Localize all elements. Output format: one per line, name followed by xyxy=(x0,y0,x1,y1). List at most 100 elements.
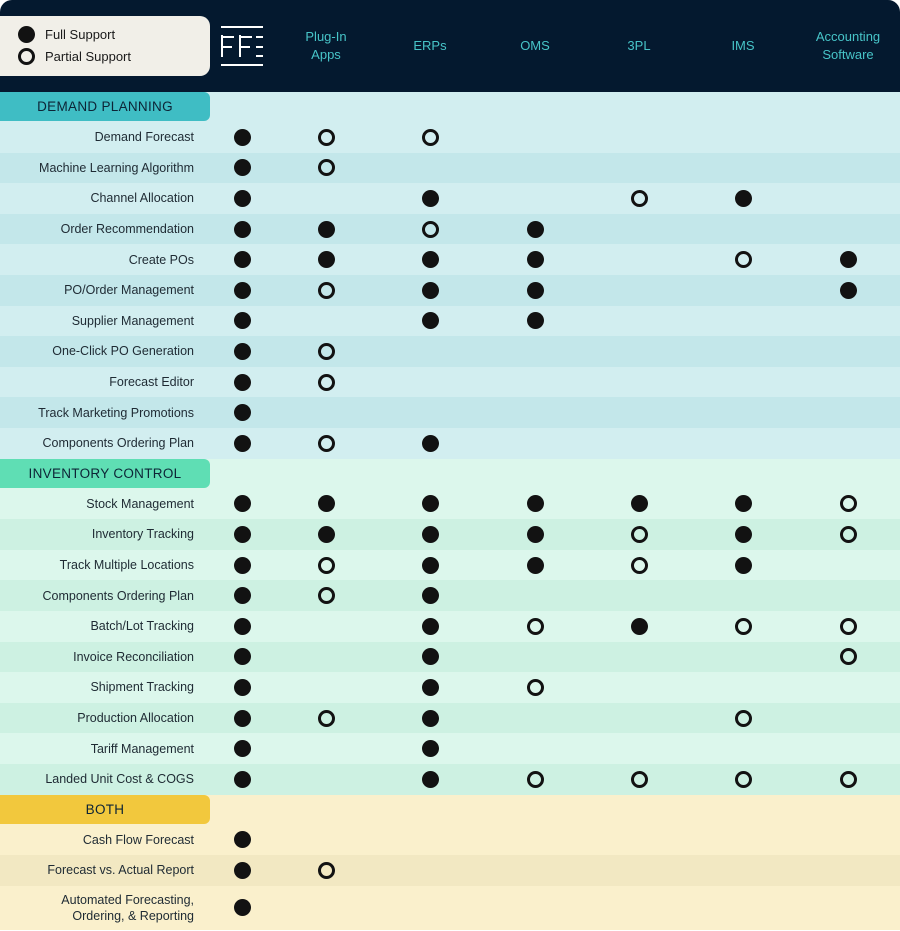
partial-support-ring-icon xyxy=(317,587,335,605)
partial-support-ring-icon xyxy=(839,648,857,666)
partial-support-ring-icon xyxy=(317,861,335,879)
full-support-dot-icon xyxy=(421,434,439,452)
full-support-dot-icon xyxy=(233,251,251,269)
feature-label: Forecast vs. Actual Report xyxy=(47,863,194,878)
full-support-dot-icon xyxy=(421,740,439,758)
table-row: Track Marketing Promotions xyxy=(0,397,900,428)
feature-label: Batch/Lot Tracking xyxy=(90,619,194,634)
full-support-dot-icon xyxy=(630,495,648,513)
feature-label: Demand Forecast xyxy=(94,130,194,145)
table-row: Create POs xyxy=(0,244,900,275)
feature-label: Shipment Tracking xyxy=(90,680,194,695)
full-support-dot-icon xyxy=(734,556,752,574)
full-support-dot-icon xyxy=(421,556,439,574)
full-support-dot-icon xyxy=(317,251,335,269)
feature-label: Track Marketing Promotions xyxy=(38,405,194,420)
full-support-dot-icon xyxy=(421,525,439,543)
partial-support-ring-icon xyxy=(421,128,439,146)
partial-support-ring-icon xyxy=(839,617,857,635)
full-support-dot-icon xyxy=(421,770,439,788)
partial-support-ring-icon xyxy=(839,525,857,543)
full-support-dot-icon xyxy=(839,251,857,269)
full-support-dot-icon xyxy=(526,312,544,330)
section-both: BOTH Cash Flow Forecast Forecast vs. Actua… xyxy=(0,794,900,930)
table-row: Landed Unit Cost & COGS xyxy=(0,763,900,795)
full-support-dot-icon xyxy=(421,709,439,727)
full-support-dot-icon xyxy=(317,495,335,513)
feature-label: Supplier Management xyxy=(71,313,194,328)
partial-support-ring-icon xyxy=(421,220,439,238)
table-row: Forecast vs. Actual Report xyxy=(0,855,900,886)
full-support-dot-icon xyxy=(233,128,251,146)
partial-support-ring-icon xyxy=(18,47,35,65)
full-support-dot-icon xyxy=(421,495,439,513)
feature-label: Automated Forecasting, Ordering, & Repor… xyxy=(61,892,194,923)
partial-support-ring-icon xyxy=(630,189,648,207)
partial-support-ring-icon xyxy=(317,556,335,574)
full-support-dot-icon xyxy=(526,495,544,513)
full-support-dot-icon xyxy=(233,281,251,299)
full-support-dot-icon xyxy=(233,648,251,666)
feature-label: Stock Management xyxy=(86,496,194,511)
full-support-dot-icon xyxy=(526,220,544,238)
partial-support-ring-icon xyxy=(317,709,335,727)
full-support-dot-icon xyxy=(233,189,251,207)
feature-label: Create POs xyxy=(128,252,194,267)
legend-full: Full Support xyxy=(18,24,115,44)
table-row: One-Click PO Generation xyxy=(0,336,900,367)
partial-support-ring-icon xyxy=(317,281,335,299)
column-header: IMS xyxy=(731,38,755,53)
feature-label: Cash Flow Forecast xyxy=(82,832,194,847)
table-row: Demand Forecast xyxy=(0,122,900,153)
column-header: 3PL xyxy=(627,38,651,53)
partial-support-ring-icon xyxy=(317,373,335,391)
full-support-dot-icon xyxy=(233,740,251,758)
legend-partial-label: Partial Support xyxy=(45,48,131,64)
feature-label: PO/Order Management xyxy=(64,283,194,298)
full-support-dot-icon xyxy=(421,312,439,330)
legend: Full Support Partial Support xyxy=(0,16,210,76)
partial-support-ring-icon xyxy=(734,770,752,788)
section-title: DEMAND PLANNING xyxy=(0,92,210,121)
feature-label: Components Ordering Plan xyxy=(42,588,194,603)
feature-label: Production Allocation xyxy=(77,711,194,726)
full-support-dot-icon xyxy=(233,709,251,727)
table-row: PO/Order Management xyxy=(0,275,900,306)
legend-full-label: Full Support xyxy=(45,26,116,42)
full-support-dot-icon xyxy=(233,373,251,391)
full-support-dot-icon xyxy=(233,556,251,574)
table-row: Automated Forecasting, Ordering, & Repor… xyxy=(0,885,900,930)
table-row: Supplier Management xyxy=(0,305,900,337)
partial-support-ring-icon xyxy=(839,495,857,513)
feature-label: Inventory Tracking xyxy=(91,527,194,542)
ff-logo-icon xyxy=(221,26,263,66)
full-support-dot-icon xyxy=(233,899,251,917)
partial-support-ring-icon xyxy=(526,617,544,635)
partial-support-ring-icon xyxy=(526,770,544,788)
full-support-dot-icon xyxy=(526,251,544,269)
section-inventory: INVENTORY CONTROL Stock Management Invento… xyxy=(0,458,900,795)
full-support-dot-icon xyxy=(233,312,251,330)
full-support-dot-icon xyxy=(317,220,335,238)
table-row: Production Allocation xyxy=(0,702,900,734)
full-support-dot-icon xyxy=(526,525,544,543)
full-support-dot-icon xyxy=(233,770,251,788)
partial-support-ring-icon xyxy=(317,342,335,360)
full-support-dot-icon xyxy=(317,525,335,543)
full-support-dot-icon xyxy=(526,556,544,574)
partial-support-ring-icon xyxy=(317,128,335,146)
column-header: OMS xyxy=(520,38,550,53)
full-support-dot-icon xyxy=(233,831,251,849)
table-row: Stock Management xyxy=(0,488,900,520)
full-support-dot-icon xyxy=(421,281,439,299)
column-header: ERPs xyxy=(413,38,447,53)
full-support-dot-icon xyxy=(233,159,251,177)
full-support-dot-icon xyxy=(421,678,439,696)
feature-label: Landed Unit Cost & COGS xyxy=(45,772,194,787)
table-header: Full Support Partial Support P xyxy=(0,0,900,92)
full-support-dot-icon xyxy=(421,587,439,605)
column-header: Plug-In Apps xyxy=(305,29,347,62)
section-demand: DEMAND PLANNING Demand Forecast Machine Le… xyxy=(0,92,900,459)
full-support-dot-icon xyxy=(233,587,251,605)
